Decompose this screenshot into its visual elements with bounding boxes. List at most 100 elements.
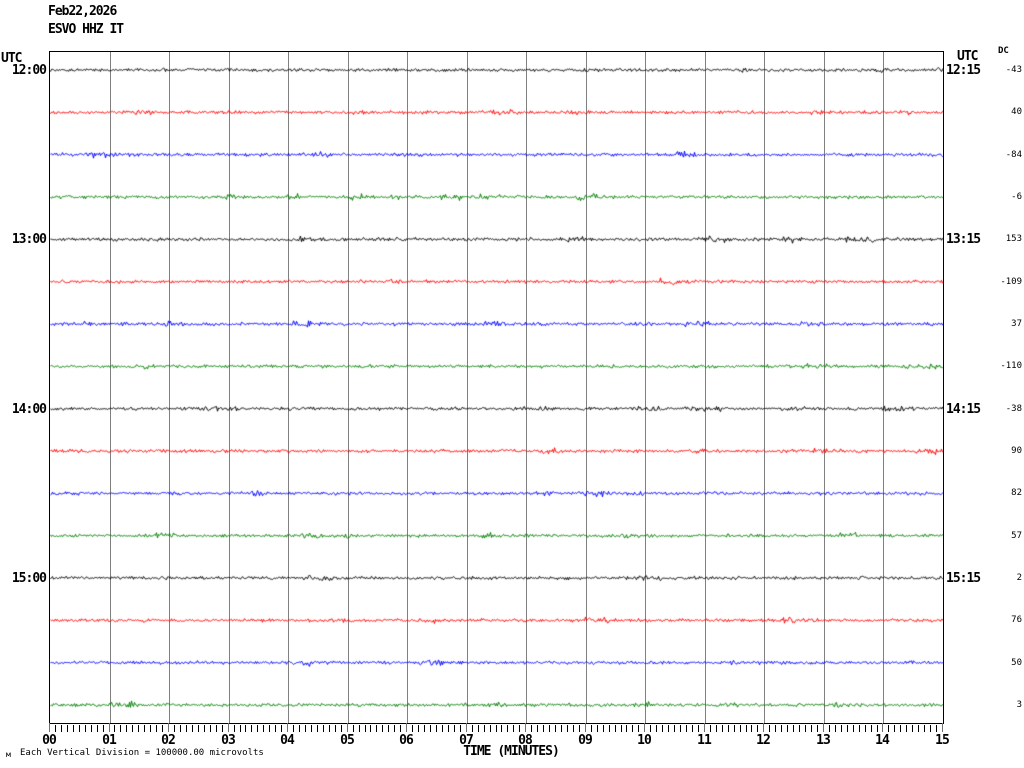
- waveform-traces-canvas: [50, 52, 943, 723]
- minor-tick: [728, 725, 729, 732]
- major-tick: [942, 723, 943, 732]
- minor-tick: [222, 725, 223, 732]
- minor-tick: [930, 725, 931, 732]
- minor-tick: [150, 725, 151, 732]
- minor-tick: [144, 725, 145, 732]
- minor-tick: [204, 725, 205, 732]
- minor-tick: [245, 725, 246, 732]
- minor-tick: [263, 725, 264, 732]
- minor-tick: [67, 725, 68, 732]
- minor-tick: [329, 725, 330, 732]
- minor-tick: [549, 725, 550, 732]
- minor-tick: [555, 725, 556, 732]
- minor-tick: [650, 725, 651, 732]
- major-tick: [49, 723, 50, 732]
- minor-tick: [430, 725, 431, 732]
- minor-tick: [341, 725, 342, 732]
- x-tick-label: 05: [340, 733, 355, 748]
- minor-tick: [293, 725, 294, 732]
- dc-offset-value: 90: [1011, 446, 1022, 456]
- minor-tick: [716, 725, 717, 732]
- title-date: Feb22,2026: [48, 4, 117, 19]
- minor-tick: [305, 725, 306, 732]
- minor-tick: [894, 725, 895, 732]
- minor-tick: [79, 725, 80, 732]
- minor-tick: [198, 725, 199, 732]
- dc-offset-value: 37: [1011, 319, 1022, 329]
- minor-tick: [472, 725, 473, 732]
- minor-tick: [936, 725, 937, 732]
- minor-tick: [359, 725, 360, 732]
- minor-tick: [251, 725, 252, 732]
- minor-tick: [692, 725, 693, 732]
- minor-tick: [805, 725, 806, 732]
- minor-tick: [817, 725, 818, 732]
- seismogram-plot-area: [49, 51, 944, 724]
- dc-column-title: DC: [998, 46, 1009, 56]
- minor-tick: [626, 725, 627, 732]
- major-tick: [704, 723, 705, 732]
- minor-tick: [484, 725, 485, 732]
- dc-offset-value: 76: [1011, 615, 1022, 625]
- minor-tick: [335, 725, 336, 732]
- minor-tick: [811, 725, 812, 732]
- minor-tick: [91, 725, 92, 732]
- minor-tick: [573, 725, 574, 732]
- x-tick-label: 03: [221, 733, 236, 748]
- minor-tick: [793, 725, 794, 732]
- minor-tick: [680, 725, 681, 732]
- left-hour-label: 15:00: [11, 571, 47, 586]
- dc-offset-value: 153: [1005, 234, 1022, 244]
- minor-tick: [311, 725, 312, 732]
- corner-mark: м: [6, 750, 11, 759]
- minor-tick: [686, 725, 687, 732]
- minor-tick: [400, 725, 401, 732]
- x-tick-label: 15: [935, 733, 950, 748]
- minor-tick: [513, 725, 514, 732]
- minor-tick: [781, 725, 782, 732]
- minor-tick: [722, 725, 723, 732]
- dc-offset-value: -38: [1005, 404, 1022, 414]
- minor-tick: [561, 725, 562, 732]
- minor-tick: [269, 725, 270, 732]
- minor-tick: [424, 725, 425, 732]
- dc-offset-value: 3: [1016, 700, 1022, 710]
- minor-tick: [668, 725, 669, 732]
- minor-tick: [496, 725, 497, 732]
- x-tick-label: 07: [459, 733, 474, 748]
- minor-tick: [126, 725, 127, 732]
- right-time-label: 14:15: [946, 402, 981, 417]
- minor-tick: [120, 725, 121, 732]
- minor-tick: [132, 725, 133, 732]
- minor-tick: [61, 725, 62, 732]
- minor-tick: [537, 725, 538, 732]
- right-time-label: 15:15: [946, 571, 981, 586]
- minor-tick: [281, 725, 282, 732]
- minor-tick: [567, 725, 568, 732]
- minor-tick: [257, 725, 258, 732]
- minor-tick: [394, 725, 395, 732]
- minor-tick: [918, 725, 919, 732]
- x-tick-label: 12: [756, 733, 771, 748]
- minor-tick: [240, 725, 241, 732]
- minor-tick: [376, 725, 377, 732]
- minor-tick: [531, 725, 532, 732]
- minor-tick: [740, 725, 741, 732]
- minor-tick: [460, 725, 461, 732]
- minor-tick: [757, 725, 758, 732]
- title-station: ESVO HHZ IT: [48, 22, 124, 37]
- minor-tick: [210, 725, 211, 732]
- minor-tick: [97, 725, 98, 732]
- x-tick-label: 11: [697, 733, 712, 748]
- minor-tick: [787, 725, 788, 732]
- right-time-label: 12:15: [946, 63, 981, 78]
- minor-tick: [85, 725, 86, 732]
- minor-tick: [114, 725, 115, 732]
- minor-tick: [859, 725, 860, 732]
- minor-tick: [871, 725, 872, 732]
- minor-tick: [519, 725, 520, 732]
- major-tick: [228, 723, 229, 732]
- minor-tick: [769, 725, 770, 732]
- x-tick-label: 04: [280, 733, 295, 748]
- minor-tick: [103, 725, 104, 732]
